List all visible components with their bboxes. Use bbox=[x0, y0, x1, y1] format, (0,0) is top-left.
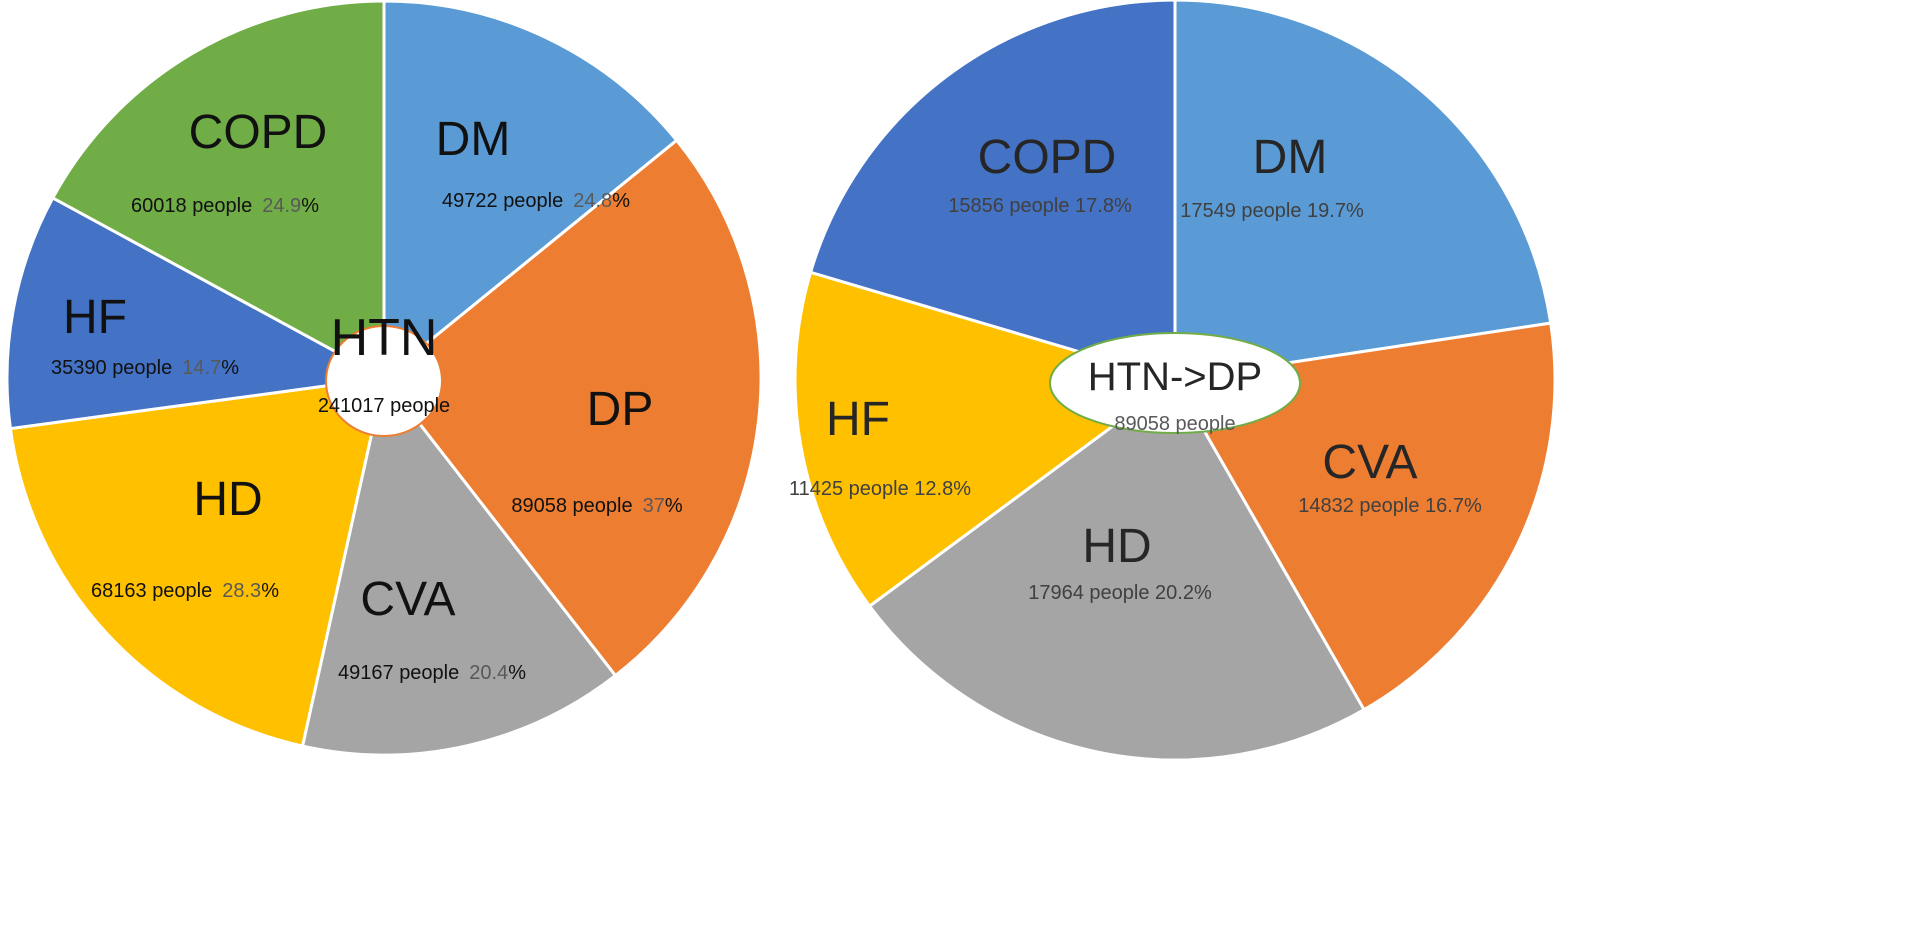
slice-value-dm: 17549 people 19.7% bbox=[1180, 200, 1364, 222]
percent-sign: % bbox=[612, 190, 630, 212]
count-text: 68163 people bbox=[91, 580, 212, 602]
slice-value-hf: 11425 people 12.8% bbox=[789, 478, 971, 500]
center-count: 241017 people bbox=[318, 395, 450, 417]
percent-sign: % bbox=[665, 495, 683, 517]
slice-label-hd: HD bbox=[193, 473, 262, 526]
percent-text: 24.9 bbox=[262, 195, 301, 217]
slice-value-copd: 60018 people 24.9% bbox=[131, 195, 319, 217]
percent-sign: % bbox=[301, 195, 319, 217]
slice-value-hd: 17964 people 20.2% bbox=[1028, 582, 1212, 604]
percent-text: 20.4 bbox=[469, 662, 508, 684]
percent-sign: % bbox=[261, 580, 279, 602]
slice-value-hd: 68163 people 28.3% bbox=[91, 580, 279, 602]
pie-2: DM 17549 people 19.7% CVA 14832 people 16.7… bbox=[789, 0, 1557, 762]
slice-value-copd: 15856 people 17.8% bbox=[948, 195, 1132, 217]
slice-copd bbox=[50, 0, 386, 381]
percent-text: 37 bbox=[643, 495, 665, 517]
center-hole bbox=[325, 325, 443, 437]
percent-text: 14.7 bbox=[182, 357, 221, 379]
slice-label-cva: CVA bbox=[360, 573, 455, 626]
slice-hf bbox=[5, 195, 389, 431]
slice-cva bbox=[1172, 321, 1557, 712]
count-text: 49167 people bbox=[338, 662, 459, 684]
slice-label-hf: HF bbox=[63, 291, 127, 344]
count-text: 11425 people 12.8% bbox=[789, 478, 971, 500]
count-text: 89058 people bbox=[511, 495, 632, 517]
slice-value-hf: 35390 people 14.7% bbox=[51, 357, 239, 379]
center-label: HTN bbox=[331, 309, 438, 367]
count-text: 15856 people 17.8% bbox=[948, 195, 1132, 217]
count-text: 14832 people 16.7% bbox=[1298, 495, 1482, 517]
slice-label-dm: DM bbox=[1253, 131, 1328, 184]
slice-label-dm: DM bbox=[436, 113, 511, 166]
percent-text: 28.3 bbox=[222, 580, 261, 602]
center-count: 89058 people bbox=[1114, 413, 1235, 435]
slice-value-dm: 49722 people 24.8% bbox=[442, 190, 630, 212]
slice-hd bbox=[8, 376, 386, 748]
slice-cva bbox=[300, 374, 618, 757]
slice-value-cva: 49167 people 20.4% bbox=[338, 662, 526, 684]
slice-value-cva: 14832 people 16.7% bbox=[1298, 495, 1482, 517]
slice-hd bbox=[867, 377, 1367, 762]
slice-label-hf: HF bbox=[826, 393, 890, 446]
percent-sign: % bbox=[221, 357, 239, 379]
slice-label-copd: COPD bbox=[978, 131, 1117, 184]
slice-label-hd: HD bbox=[1082, 520, 1151, 573]
slice-dp bbox=[381, 138, 763, 678]
slice-label-dp: DP bbox=[587, 383, 654, 436]
count-text: 49722 people bbox=[442, 190, 563, 212]
slice-value-dp: 89058 people 37% bbox=[511, 495, 682, 517]
count-text: 17964 people 20.2% bbox=[1028, 582, 1212, 604]
slice-dm bbox=[1173, 0, 1553, 382]
count-text: 35390 people bbox=[51, 357, 172, 379]
slice-label-copd: COPD bbox=[189, 106, 328, 159]
percent-text: 24.8 bbox=[573, 190, 612, 212]
percent-sign: % bbox=[508, 662, 526, 684]
slice-copd bbox=[808, 0, 1177, 383]
center-hole bbox=[1049, 332, 1301, 434]
pie-1: DM 49722 people 24.8% DP 89058 people 37% CVA 4… bbox=[5, 0, 763, 757]
count-text: 17549 people 19.7% bbox=[1180, 200, 1364, 222]
slice-dm bbox=[382, 0, 679, 382]
center-label: HTN->DP bbox=[1088, 355, 1262, 399]
slice-label-cva: CVA bbox=[1322, 436, 1417, 489]
count-text: 60018 people bbox=[131, 195, 252, 217]
